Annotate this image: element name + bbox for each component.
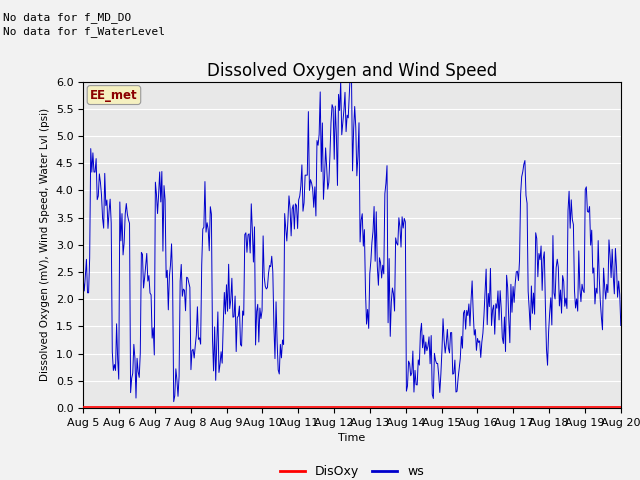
X-axis label: Time: Time <box>339 433 365 443</box>
Legend: DisOxy, ws: DisOxy, ws <box>275 460 429 480</box>
Text: EE_met: EE_met <box>90 88 138 102</box>
Title: Dissolved Oxygen and Wind Speed: Dissolved Oxygen and Wind Speed <box>207 62 497 80</box>
Y-axis label: Dissolved Oxygen (mV), Wind Speed, Water Lvl (psi): Dissolved Oxygen (mV), Wind Speed, Water… <box>40 108 50 382</box>
Text: No data for f_MD_DO: No data for f_MD_DO <box>3 12 131 23</box>
Text: No data for f_WaterLevel: No data for f_WaterLevel <box>3 26 165 37</box>
